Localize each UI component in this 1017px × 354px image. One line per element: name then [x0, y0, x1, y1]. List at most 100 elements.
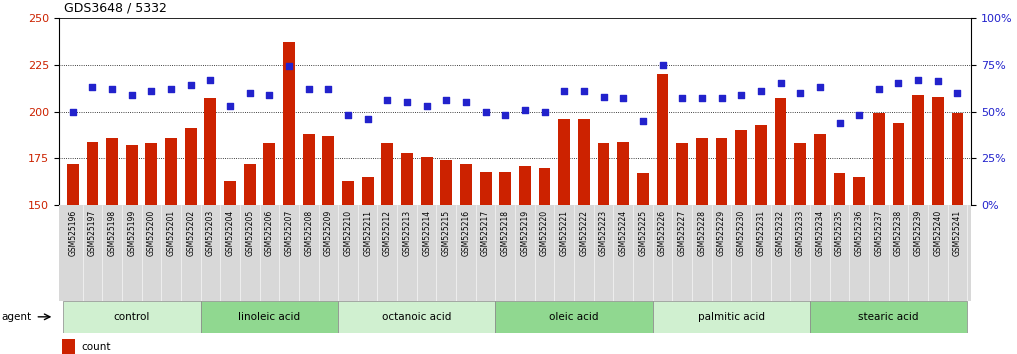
Text: linoleic acid: linoleic acid: [238, 312, 300, 322]
Point: [399, 99, 415, 105]
Bar: [853, 177, 865, 205]
Bar: [873, 113, 885, 205]
Text: GSM525213: GSM525213: [403, 210, 412, 256]
Bar: [165, 138, 177, 205]
Bar: [67, 164, 78, 205]
Bar: [145, 143, 158, 205]
Text: control: control: [114, 312, 149, 322]
Point: [478, 109, 494, 114]
Text: GSM525234: GSM525234: [816, 210, 825, 256]
Bar: [401, 153, 413, 205]
Bar: [499, 172, 512, 205]
Text: GSM525207: GSM525207: [285, 210, 294, 256]
Text: GSM525229: GSM525229: [717, 210, 726, 256]
Point: [301, 86, 317, 92]
Bar: [339, 301, 495, 333]
Bar: [810, 301, 967, 333]
Bar: [224, 181, 236, 205]
Bar: [342, 181, 354, 205]
Bar: [598, 143, 609, 205]
Text: GSM525238: GSM525238: [894, 210, 903, 256]
Point: [792, 90, 809, 96]
Point: [124, 92, 140, 97]
Text: GSM525225: GSM525225: [639, 210, 648, 256]
Bar: [362, 177, 373, 205]
Bar: [283, 42, 295, 205]
Point: [772, 80, 788, 86]
Bar: [696, 138, 708, 205]
Bar: [200, 301, 339, 333]
Point: [576, 88, 592, 94]
Text: GSM525226: GSM525226: [658, 210, 667, 256]
Point: [65, 109, 81, 114]
Text: GSM525205: GSM525205: [245, 210, 254, 256]
Text: GSM525212: GSM525212: [382, 210, 392, 256]
Text: GSM525240: GSM525240: [934, 210, 943, 256]
Bar: [657, 74, 668, 205]
Point: [261, 92, 278, 97]
Point: [222, 103, 238, 109]
Bar: [775, 98, 786, 205]
Text: GSM525222: GSM525222: [580, 210, 589, 256]
Text: GSM525241: GSM525241: [953, 210, 962, 256]
Bar: [204, 98, 217, 205]
Point: [458, 99, 474, 105]
Point: [379, 97, 396, 103]
Text: GSM525236: GSM525236: [854, 210, 863, 256]
Point: [753, 88, 769, 94]
Point: [340, 113, 356, 118]
Text: GSM525237: GSM525237: [875, 210, 884, 256]
Text: GSM525208: GSM525208: [304, 210, 313, 256]
Bar: [932, 97, 944, 205]
Bar: [952, 113, 963, 205]
Text: GSM525214: GSM525214: [422, 210, 431, 256]
Text: GSM525196: GSM525196: [68, 210, 77, 256]
Bar: [460, 164, 472, 205]
Bar: [62, 339, 75, 354]
Point: [517, 107, 533, 113]
Point: [694, 96, 710, 101]
Text: oleic acid: oleic acid: [549, 312, 599, 322]
Bar: [653, 301, 810, 333]
Text: GSM525209: GSM525209: [323, 210, 333, 256]
Text: stearic acid: stearic acid: [858, 312, 919, 322]
Bar: [735, 130, 747, 205]
Text: GSM525223: GSM525223: [599, 210, 608, 256]
Point: [84, 84, 101, 90]
Bar: [676, 143, 689, 205]
Point: [949, 90, 965, 96]
Bar: [716, 138, 727, 205]
Text: count: count: [81, 342, 111, 352]
Point: [536, 109, 552, 114]
Bar: [834, 173, 845, 205]
Bar: [185, 129, 196, 205]
Point: [871, 86, 887, 92]
Bar: [440, 160, 453, 205]
Text: octanoic acid: octanoic acid: [382, 312, 452, 322]
Bar: [63, 301, 200, 333]
Bar: [539, 168, 550, 205]
Point: [733, 92, 750, 97]
Text: GSM525215: GSM525215: [441, 210, 451, 256]
Bar: [126, 145, 137, 205]
Bar: [912, 95, 924, 205]
Point: [242, 90, 258, 96]
Text: palmitic acid: palmitic acid: [698, 312, 765, 322]
Point: [654, 62, 670, 67]
Text: GSM525239: GSM525239: [913, 210, 922, 256]
Point: [104, 86, 120, 92]
Point: [163, 86, 179, 92]
Point: [635, 118, 651, 124]
Bar: [755, 125, 767, 205]
Text: GSM525220: GSM525220: [540, 210, 549, 256]
Bar: [617, 142, 630, 205]
Text: agent: agent: [1, 312, 32, 322]
Text: GSM525217: GSM525217: [481, 210, 490, 256]
Bar: [578, 119, 590, 205]
Point: [930, 79, 946, 84]
Text: GDS3648 / 5332: GDS3648 / 5332: [64, 1, 167, 14]
Point: [419, 103, 435, 109]
Bar: [480, 172, 491, 205]
Bar: [814, 134, 826, 205]
Text: GSM525221: GSM525221: [559, 210, 569, 256]
